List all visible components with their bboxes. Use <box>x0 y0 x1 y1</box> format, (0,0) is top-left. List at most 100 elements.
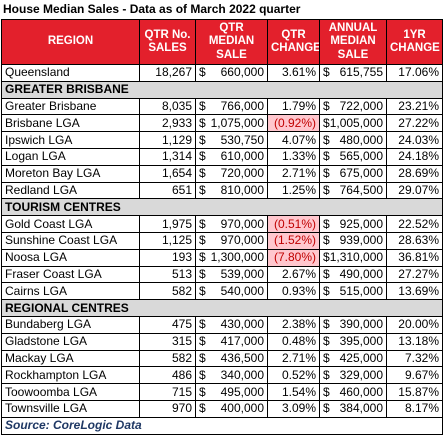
currency-wrap: $970,000 <box>199 233 264 248</box>
currency-cell: $939,000 <box>319 231 387 250</box>
currency-cell: $460,000 <box>319 383 387 401</box>
data-row: Bundaberg LGA 475 $430,000 2.38% $390,000 20.… <box>1 315 443 334</box>
header-line: 1YR <box>403 28 426 41</box>
currency-wrap: $436,500 <box>199 351 264 366</box>
cell-value: 1,300,000 <box>210 250 264 265</box>
region-name: Rockhampton LGA <box>1 366 140 385</box>
data-row: Greater Brisbane 8,035 $766,000 1.79% $722,0… <box>1 97 443 116</box>
cell-value: 0.93% <box>267 282 320 301</box>
currency-wrap: $329,000 <box>323 368 383 383</box>
currency-symbol: $ <box>323 233 330 248</box>
data-row: Sunshine Coast LGA 1,125 $970,000 (1.52%) $9… <box>1 231 443 250</box>
currency-symbol: $ <box>199 65 206 80</box>
currency-cell: $400,000 <box>195 399 268 418</box>
region-name: Fraser Coast LGA <box>1 265 140 284</box>
source-row: Source: CoreLogic Data <box>1 416 443 435</box>
cell-value: 1.79% <box>267 97 320 116</box>
currency-cell: $417,000 <box>195 332 268 351</box>
cell-value: 3.09% <box>267 399 320 418</box>
cell-value: 615,755 <box>339 65 383 80</box>
currency-symbol: $ <box>323 350 330 365</box>
currency-symbol: $ <box>323 250 330 265</box>
section-row: GREATER BRISBANE <box>1 80 443 99</box>
cell-value: 436,500 <box>220 350 264 365</box>
currency-cell: $766,000 <box>195 97 268 116</box>
cell-value: 3.61% <box>267 64 320 82</box>
cell-value: (0.51%) <box>267 215 320 233</box>
currency-wrap: $925,000 <box>323 217 383 232</box>
table-title: House Median Sales - Data as of March 20… <box>3 2 301 16</box>
currency-cell: $530,750 <box>195 131 268 149</box>
currency-symbol: $ <box>199 98 206 113</box>
cell-value: 2.38% <box>267 315 320 334</box>
data-row: Toowoomba LGA 715 $495,000 1.54% $460,000 15.… <box>1 383 443 401</box>
section-label: TOURISM CENTRES <box>1 198 443 217</box>
currency-cell: $340,000 <box>195 366 268 385</box>
cell-value: 20.00% <box>386 315 443 334</box>
currency-cell: $660,000 <box>195 64 268 82</box>
cell-value: 1,654 <box>139 164 196 183</box>
currency-wrap: $417,000 <box>199 334 264 349</box>
data-row: Queensland 18,267 $660,000 3.61% $615,755 17.… <box>1 64 443 82</box>
cell-value: 530,750 <box>220 132 264 147</box>
currency-wrap: $384,000 <box>323 401 383 416</box>
currency-cell: $480,000 <box>319 131 387 149</box>
region-name: Brisbane LGA <box>1 114 140 133</box>
cell-value: 29.07% <box>386 181 443 200</box>
cell-value: 1,314 <box>139 147 196 166</box>
currency-wrap: $390,000 <box>323 317 383 332</box>
data-row: Redland LGA 651 $810,000 1.25% $764,500 29.07… <box>1 181 443 200</box>
cell-value: 1.33% <box>267 147 320 166</box>
currency-symbol: $ <box>199 149 206 164</box>
cell-value: 490,000 <box>339 266 383 281</box>
cell-value: 2.71% <box>267 349 320 368</box>
cell-value: 27.22% <box>386 114 443 133</box>
currency-wrap: $1,005,000 <box>323 116 383 131</box>
currency-symbol: $ <box>323 401 330 416</box>
column-header: QTR MEDIAN SALE <box>195 19 268 65</box>
cell-value: (7.80%) <box>267 248 320 267</box>
cell-value: 384,000 <box>339 401 383 416</box>
currency-cell: $395,000 <box>319 332 387 351</box>
data-row: Gold Coast LGA 1,975 $970,000 (0.51%) $925,0… <box>1 215 443 233</box>
currency-cell: $436,500 <box>195 349 268 368</box>
region-name: Toowoomba LGA <box>1 383 140 401</box>
cell-value: 9.67% <box>386 366 443 385</box>
data-row: Gladstone LGA 315 $417,000 0.48% $395,000 13.… <box>1 332 443 351</box>
cell-value: 970,000 <box>220 233 264 248</box>
cell-value: 15.87% <box>386 383 443 401</box>
currency-symbol: $ <box>199 166 206 181</box>
currency-wrap: $1,310,000 <box>323 250 383 265</box>
cell-value: 1,975 <box>139 215 196 233</box>
cell-value: 925,000 <box>339 216 383 231</box>
currency-symbol: $ <box>199 334 206 349</box>
currency-cell: $610,000 <box>195 147 268 166</box>
currency-wrap: $530,750 <box>199 133 264 148</box>
cell-value: 1,125 <box>139 231 196 250</box>
source-note: Source: CoreLogic Data <box>1 416 443 435</box>
section-row: REGIONAL CENTRES <box>1 299 443 317</box>
region-name: Noosa LGA <box>1 248 140 267</box>
currency-wrap: $460,000 <box>323 385 383 400</box>
currency-cell: $720,000 <box>195 164 268 183</box>
currency-symbol: $ <box>323 166 330 181</box>
region-name: Townsville LGA <box>1 399 140 418</box>
cell-value: 565,000 <box>339 149 383 164</box>
data-row: Brisbane LGA 2,933 $1,075,000 (0.92%) $1,005… <box>1 114 443 133</box>
region-name: Moreton Bay LGA <box>1 164 140 183</box>
cell-value: 582 <box>139 282 196 301</box>
currency-symbol: $ <box>323 367 330 382</box>
currency-wrap: $400,000 <box>199 401 264 416</box>
cell-value: 315 <box>139 332 196 351</box>
currency-wrap: $610,000 <box>199 149 264 164</box>
currency-symbol: $ <box>199 283 206 298</box>
currency-symbol: $ <box>199 350 206 365</box>
currency-wrap: $430,000 <box>199 317 264 332</box>
currency-wrap: $340,000 <box>199 368 264 383</box>
header-line: ANNUAL <box>328 21 378 34</box>
data-row: Noosa LGA 193 $1,300,000 (7.80%) $1,310,000 3… <box>1 248 443 267</box>
cell-value: 513 <box>139 265 196 284</box>
currency-symbol: $ <box>323 149 330 164</box>
data-row: Townsville LGA 970 $400,000 3.09% $384,000 8.… <box>1 399 443 418</box>
currency-cell: $1,300,000 <box>195 248 268 267</box>
